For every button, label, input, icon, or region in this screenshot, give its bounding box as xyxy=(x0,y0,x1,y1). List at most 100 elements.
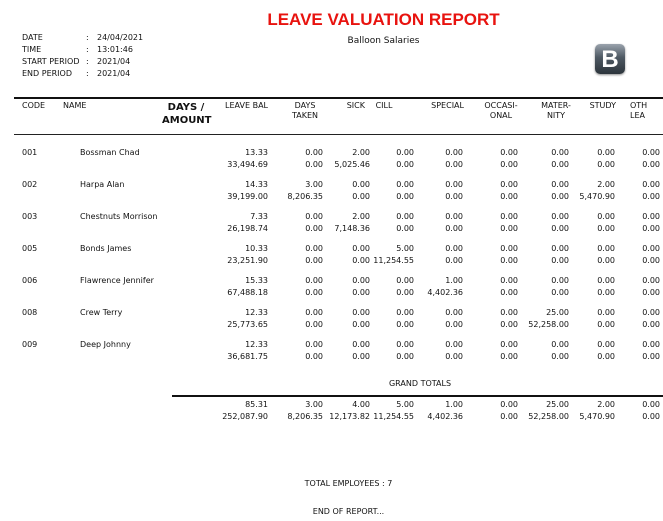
amount-leave-bal: 67,488.18 xyxy=(227,288,268,297)
days-occasional: 0.00 xyxy=(500,276,518,285)
amount-other-leave: 0.00 xyxy=(642,160,660,169)
meta-value: 13:01:46 xyxy=(97,45,133,54)
days-maternity: 25.00 xyxy=(546,308,569,317)
days-leave-bal: 7.33 xyxy=(250,212,268,221)
column-header-study: STUDY xyxy=(589,101,616,110)
days-leave-bal: 15.33 xyxy=(245,276,268,285)
amount-special: 4,402.36 xyxy=(427,288,463,297)
column-header-occasional-line1: OCCASI- xyxy=(484,101,518,110)
days-cill: 0.00 xyxy=(396,212,414,221)
amount-leave-bal: 33,494.69 xyxy=(227,160,268,169)
total-amount-sick: 12,173.82 xyxy=(329,412,370,421)
employee-code: 001 xyxy=(22,148,38,157)
total-days-days-taken: 3.00 xyxy=(305,400,323,409)
amount-maternity: 0.00 xyxy=(551,160,569,169)
column-header-occasional: OCCASI- ONAL xyxy=(478,101,524,121)
amount-days-taken: 0.00 xyxy=(305,352,323,361)
amount-days-taken: 0.00 xyxy=(305,256,323,265)
days-special: 1.00 xyxy=(445,276,463,285)
employee-code: 003 xyxy=(22,212,38,221)
total-amount-days-taken: 8,206.35 xyxy=(287,412,323,421)
total-days-cill: 5.00 xyxy=(396,400,414,409)
amount-cill: 11,254.55 xyxy=(373,256,414,265)
column-header-days-line: DAYS / xyxy=(167,102,205,113)
days-other-leave: 0.00 xyxy=(642,212,660,221)
amount-study: 0.00 xyxy=(597,160,615,169)
amount-maternity: 0.00 xyxy=(551,256,569,265)
amount-maternity: 0.00 xyxy=(551,192,569,201)
amount-special: 0.00 xyxy=(445,320,463,329)
column-header-days-amount: DAYS / AMOUNT xyxy=(162,101,212,127)
employee-code: 002 xyxy=(22,180,38,189)
days-cill: 0.00 xyxy=(396,308,414,317)
total-amount-study: 5,470.90 xyxy=(579,412,615,421)
days-other-leave: 0.00 xyxy=(642,308,660,317)
amount-sick: 5,025.46 xyxy=(334,160,370,169)
days-other-leave: 0.00 xyxy=(642,148,660,157)
days-other-leave: 0.00 xyxy=(642,340,660,349)
amount-special: 0.00 xyxy=(445,160,463,169)
days-occasional: 0.00 xyxy=(500,244,518,253)
amount-days-taken: 0.00 xyxy=(305,288,323,297)
employee-name: Bossman Chad xyxy=(80,148,140,157)
amount-special: 0.00 xyxy=(445,192,463,201)
days-leave-bal: 12.33 xyxy=(245,308,268,317)
amount-maternity: 0.00 xyxy=(551,224,569,233)
total-amount-other-leave: 0.00 xyxy=(642,412,660,421)
employee-code: 008 xyxy=(22,308,38,317)
meta-value: 2021/04 xyxy=(97,57,131,66)
days-leave-bal: 10.33 xyxy=(245,244,268,253)
total-amount-occasional: 0.00 xyxy=(500,412,518,421)
amount-special: 0.00 xyxy=(445,224,463,233)
column-header-other-leave: OTH LEA xyxy=(630,101,660,121)
amount-sick: 0.00 xyxy=(352,352,370,361)
days-sick: 0.00 xyxy=(352,340,370,349)
amount-other-leave: 0.00 xyxy=(642,224,660,233)
column-header-other-line1: OTH xyxy=(630,101,648,110)
total-days-special: 1.00 xyxy=(445,400,463,409)
amount-cill: 0.00 xyxy=(396,288,414,297)
company-logo: B xyxy=(595,44,625,74)
days-study: 2.00 xyxy=(597,180,615,189)
days-special: 0.00 xyxy=(445,180,463,189)
amount-days-taken: 0.00 xyxy=(305,224,323,233)
days-days-taken: 0.00 xyxy=(305,148,323,157)
report-title: LEAVE VALUATION REPORT xyxy=(267,10,500,29)
total-days-occasional: 0.00 xyxy=(500,400,518,409)
days-days-taken: 0.00 xyxy=(305,340,323,349)
days-special: 0.00 xyxy=(445,340,463,349)
days-maternity: 0.00 xyxy=(551,276,569,285)
header-bottom-rule xyxy=(14,134,663,135)
meta-label: DATE xyxy=(22,33,43,42)
amount-study: 0.00 xyxy=(597,256,615,265)
company-logo-letter: B xyxy=(601,46,619,73)
days-sick: 2.00 xyxy=(352,212,370,221)
column-header-maternity-line1: MATER- xyxy=(541,101,571,110)
amount-leave-bal: 39,199.00 xyxy=(227,192,268,201)
total-days-sick: 4.00 xyxy=(352,400,370,409)
amount-days-taken: 0.00 xyxy=(305,160,323,169)
days-occasional: 0.00 xyxy=(500,212,518,221)
employee-code: 005 xyxy=(22,244,38,253)
employee-code: 006 xyxy=(22,276,38,285)
amount-maternity: 0.00 xyxy=(551,288,569,297)
amount-other-leave: 0.00 xyxy=(642,192,660,201)
days-maternity: 0.00 xyxy=(551,244,569,253)
amount-study: 0.00 xyxy=(597,320,615,329)
days-maternity: 0.00 xyxy=(551,148,569,157)
total-days-other-leave: 0.00 xyxy=(642,400,660,409)
days-study: 0.00 xyxy=(597,276,615,285)
days-leave-bal: 13.33 xyxy=(245,148,268,157)
amount-occasional: 0.00 xyxy=(500,224,518,233)
days-occasional: 0.00 xyxy=(500,308,518,317)
amount-occasional: 0.00 xyxy=(500,320,518,329)
grand-totals-label: GRAND TOTALS xyxy=(388,379,452,388)
amount-leave-bal: 23,251.90 xyxy=(227,256,268,265)
days-maternity: 0.00 xyxy=(551,212,569,221)
amount-study: 0.00 xyxy=(597,224,615,233)
amount-sick: 0.00 xyxy=(352,256,370,265)
total-amount-leave-bal: 252,087.90 xyxy=(222,412,268,421)
total-days-leave-bal: 85.31 xyxy=(245,400,268,409)
days-study: 0.00 xyxy=(597,244,615,253)
meta-separator: : xyxy=(86,45,89,54)
